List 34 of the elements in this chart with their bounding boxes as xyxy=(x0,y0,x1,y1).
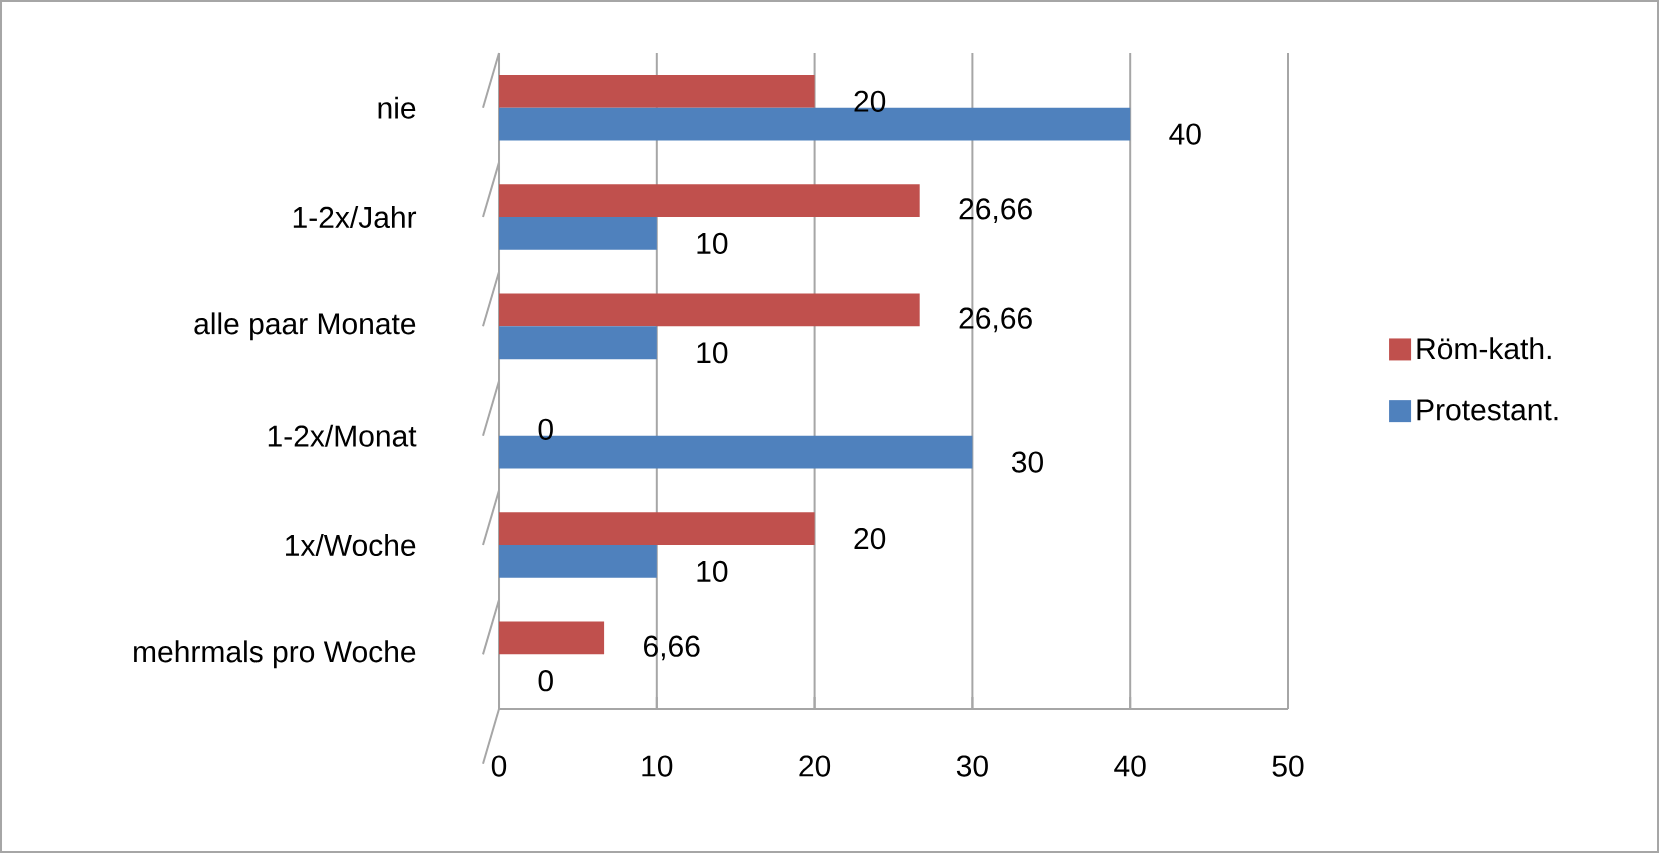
x-tick-label: 0 xyxy=(491,755,507,777)
data-label: 0 xyxy=(538,670,553,692)
data-label: 0 xyxy=(538,418,553,440)
x-tick-label: 40 xyxy=(1114,755,1146,777)
x-tick-label: 30 xyxy=(956,755,988,777)
legend-label: Röm-kath. xyxy=(1417,337,1551,360)
y-tick-label: 1-2x/Jahr xyxy=(293,206,417,229)
legend-label: Protestant. xyxy=(1417,399,1558,421)
x-tick-label: 20 xyxy=(799,755,831,777)
data-label: 20 xyxy=(854,527,886,550)
data-label: 26,66 xyxy=(959,307,1032,333)
bar xyxy=(499,621,605,655)
y-tick-label: nie xyxy=(378,96,416,119)
bar xyxy=(499,512,815,546)
x-tick-label: 50 xyxy=(1272,755,1304,777)
bar xyxy=(499,217,657,250)
data-label: 30 xyxy=(1011,451,1043,473)
bar xyxy=(499,184,920,218)
data-label: 26,66 xyxy=(959,198,1032,223)
data-label: 10 xyxy=(697,342,728,364)
y-tick-label: 1-2x/Monat xyxy=(268,424,417,447)
data-label: 6,66 xyxy=(644,635,700,661)
bar xyxy=(499,293,920,327)
data-label: 20 xyxy=(854,90,886,112)
y-tick-label: alle paar Monate xyxy=(194,312,416,341)
x-tick-label: 10 xyxy=(642,755,673,777)
data-label: 40 xyxy=(1169,123,1201,145)
data-label: 10 xyxy=(697,560,728,583)
bar xyxy=(499,545,657,578)
bar xyxy=(499,74,815,108)
bar xyxy=(499,326,657,360)
data-label: 10 xyxy=(697,232,728,255)
y-tick-label: mehrmals pro Woche xyxy=(134,640,416,669)
y-tick-label: 1x/Woche xyxy=(286,533,416,557)
